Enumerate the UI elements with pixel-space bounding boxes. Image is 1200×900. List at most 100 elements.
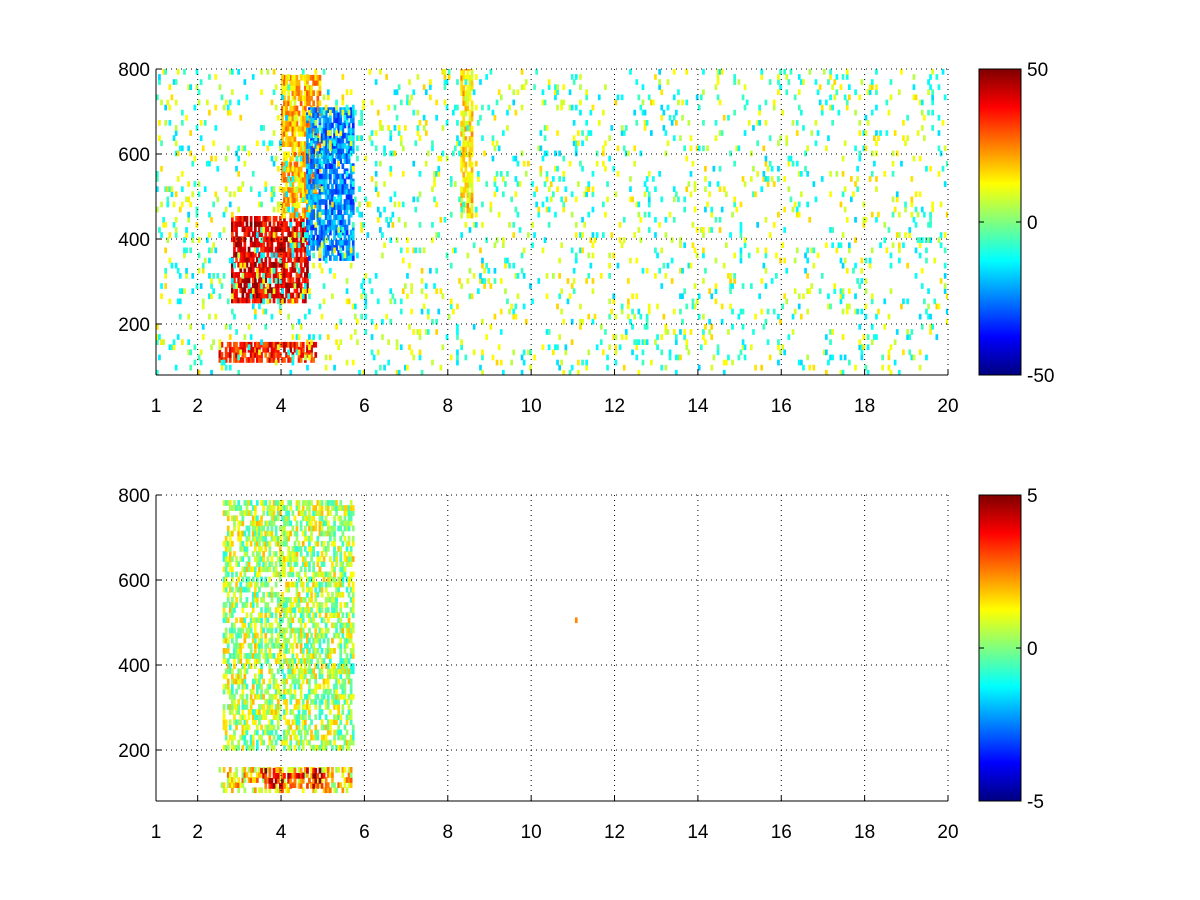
heatmap-cell	[349, 163, 353, 169]
heatmap-cell	[481, 262, 484, 269]
heatmap-cell	[560, 288, 563, 294]
heatmap-cell	[387, 125, 390, 131]
heatmap-cell	[197, 181, 201, 187]
heatmap-cell	[337, 214, 340, 220]
heatmap-cell	[943, 283, 947, 289]
heatmap-cell	[310, 352, 313, 358]
heatmap-cell	[387, 339, 390, 345]
heatmap-cell	[591, 288, 595, 294]
heatmap-cell	[237, 744, 240, 751]
heatmap-cell	[279, 510, 282, 516]
heatmap-cell	[335, 173, 338, 180]
heatmap-cell	[925, 308, 928, 315]
heatmap-cell	[264, 729, 268, 736]
heatmap-cell	[320, 783, 324, 789]
heatmap-cell	[848, 242, 851, 249]
heatmap-cell	[345, 199, 349, 205]
heatmap-cell	[331, 782, 334, 788]
heatmap-cell	[343, 229, 347, 236]
heatmap-cell	[237, 282, 240, 289]
heatmap-cell	[620, 303, 624, 310]
heatmap-cell	[349, 204, 353, 210]
heatmap-cell	[285, 182, 288, 188]
heatmap-cell	[347, 135, 351, 141]
heatmap-cell	[764, 252, 768, 259]
heatmap-cell	[264, 783, 268, 789]
heatmap-cell	[293, 151, 297, 158]
heatmap-cell	[333, 782, 336, 788]
heatmap-cell	[714, 84, 718, 90]
heatmap-cell	[389, 318, 393, 325]
heatmap-cell	[291, 136, 295, 142]
heatmap-cell	[914, 247, 918, 254]
heatmap-cell	[835, 171, 839, 177]
heatmap-cell	[308, 168, 311, 175]
heatmap-cell	[766, 181, 770, 187]
heatmap-cell	[349, 112, 353, 119]
heatmap-cell	[760, 364, 764, 371]
heatmap-cell	[295, 262, 299, 269]
heatmap-cell	[460, 110, 463, 117]
heatmap-cell	[233, 500, 236, 506]
heatmap-cell	[812, 181, 816, 187]
heatmap-cell	[495, 99, 499, 106]
heatmap-cell	[687, 349, 691, 356]
heatmap-cell	[245, 612, 249, 618]
heatmap-cell	[345, 104, 349, 111]
heatmap-cell	[750, 176, 753, 182]
heatmap-cell	[245, 256, 249, 263]
heatmap-cell	[231, 211, 234, 218]
heatmap-cell	[283, 241, 286, 248]
heatmap-cell	[251, 683, 255, 690]
heatmap-cell	[189, 130, 192, 136]
heatmap-cell	[612, 252, 616, 259]
heatmap-cell	[176, 267, 180, 274]
heatmap-cell	[262, 241, 265, 248]
heatmap-cell	[254, 535, 257, 542]
heatmap-cell	[714, 120, 718, 126]
heatmap-cell	[274, 231, 278, 237]
heatmap-cell	[764, 216, 768, 223]
heatmap-cell	[337, 160, 340, 167]
heatmap-cell	[258, 231, 261, 237]
heatmap-cell	[754, 191, 757, 198]
heatmap-cell	[214, 74, 218, 80]
heatmap-cell	[345, 787, 349, 794]
heatmap-cell	[672, 135, 676, 141]
heatmap-cell	[299, 246, 303, 253]
heatmap-cell	[297, 272, 301, 278]
heatmap-cell	[243, 546, 247, 552]
heatmap-cell	[241, 261, 245, 268]
heatmap-cell	[293, 166, 297, 173]
heatmap-cell	[454, 247, 457, 254]
heatmap-cell	[504, 181, 507, 187]
heatmap-cell	[347, 245, 351, 251]
heatmap-cell	[264, 231, 268, 237]
heatmap-cell	[347, 782, 351, 788]
heatmap-cell	[218, 339, 222, 345]
heatmap-cell	[266, 566, 270, 573]
heatmap-cell	[251, 632, 255, 639]
heatmap-cell	[260, 292, 263, 299]
heatmap-cell	[308, 199, 311, 205]
heatmap-cell	[237, 520, 240, 527]
heatmap-cell	[808, 69, 812, 75]
heatmap-cell	[445, 120, 449, 126]
heatmap-cell	[233, 241, 236, 248]
heatmap-cell	[533, 191, 536, 198]
heatmap-cell	[285, 739, 288, 746]
heatmap-cell	[243, 341, 247, 348]
heatmap-cell	[289, 683, 293, 690]
heatmap-cell	[283, 131, 286, 137]
heatmap-cell	[285, 352, 288, 358]
heatmap-cell	[879, 242, 882, 249]
heatmap-cell	[224, 683, 228, 690]
heatmap-cell	[620, 94, 624, 101]
heatmap-cell	[281, 272, 284, 278]
heatmap-cell	[174, 262, 178, 269]
heatmap-cell	[226, 658, 230, 664]
heatmap-cell	[708, 318, 711, 325]
heatmap-cell	[710, 334, 714, 340]
heatmap-cell	[868, 262, 872, 269]
heatmap-cell	[251, 535, 255, 542]
